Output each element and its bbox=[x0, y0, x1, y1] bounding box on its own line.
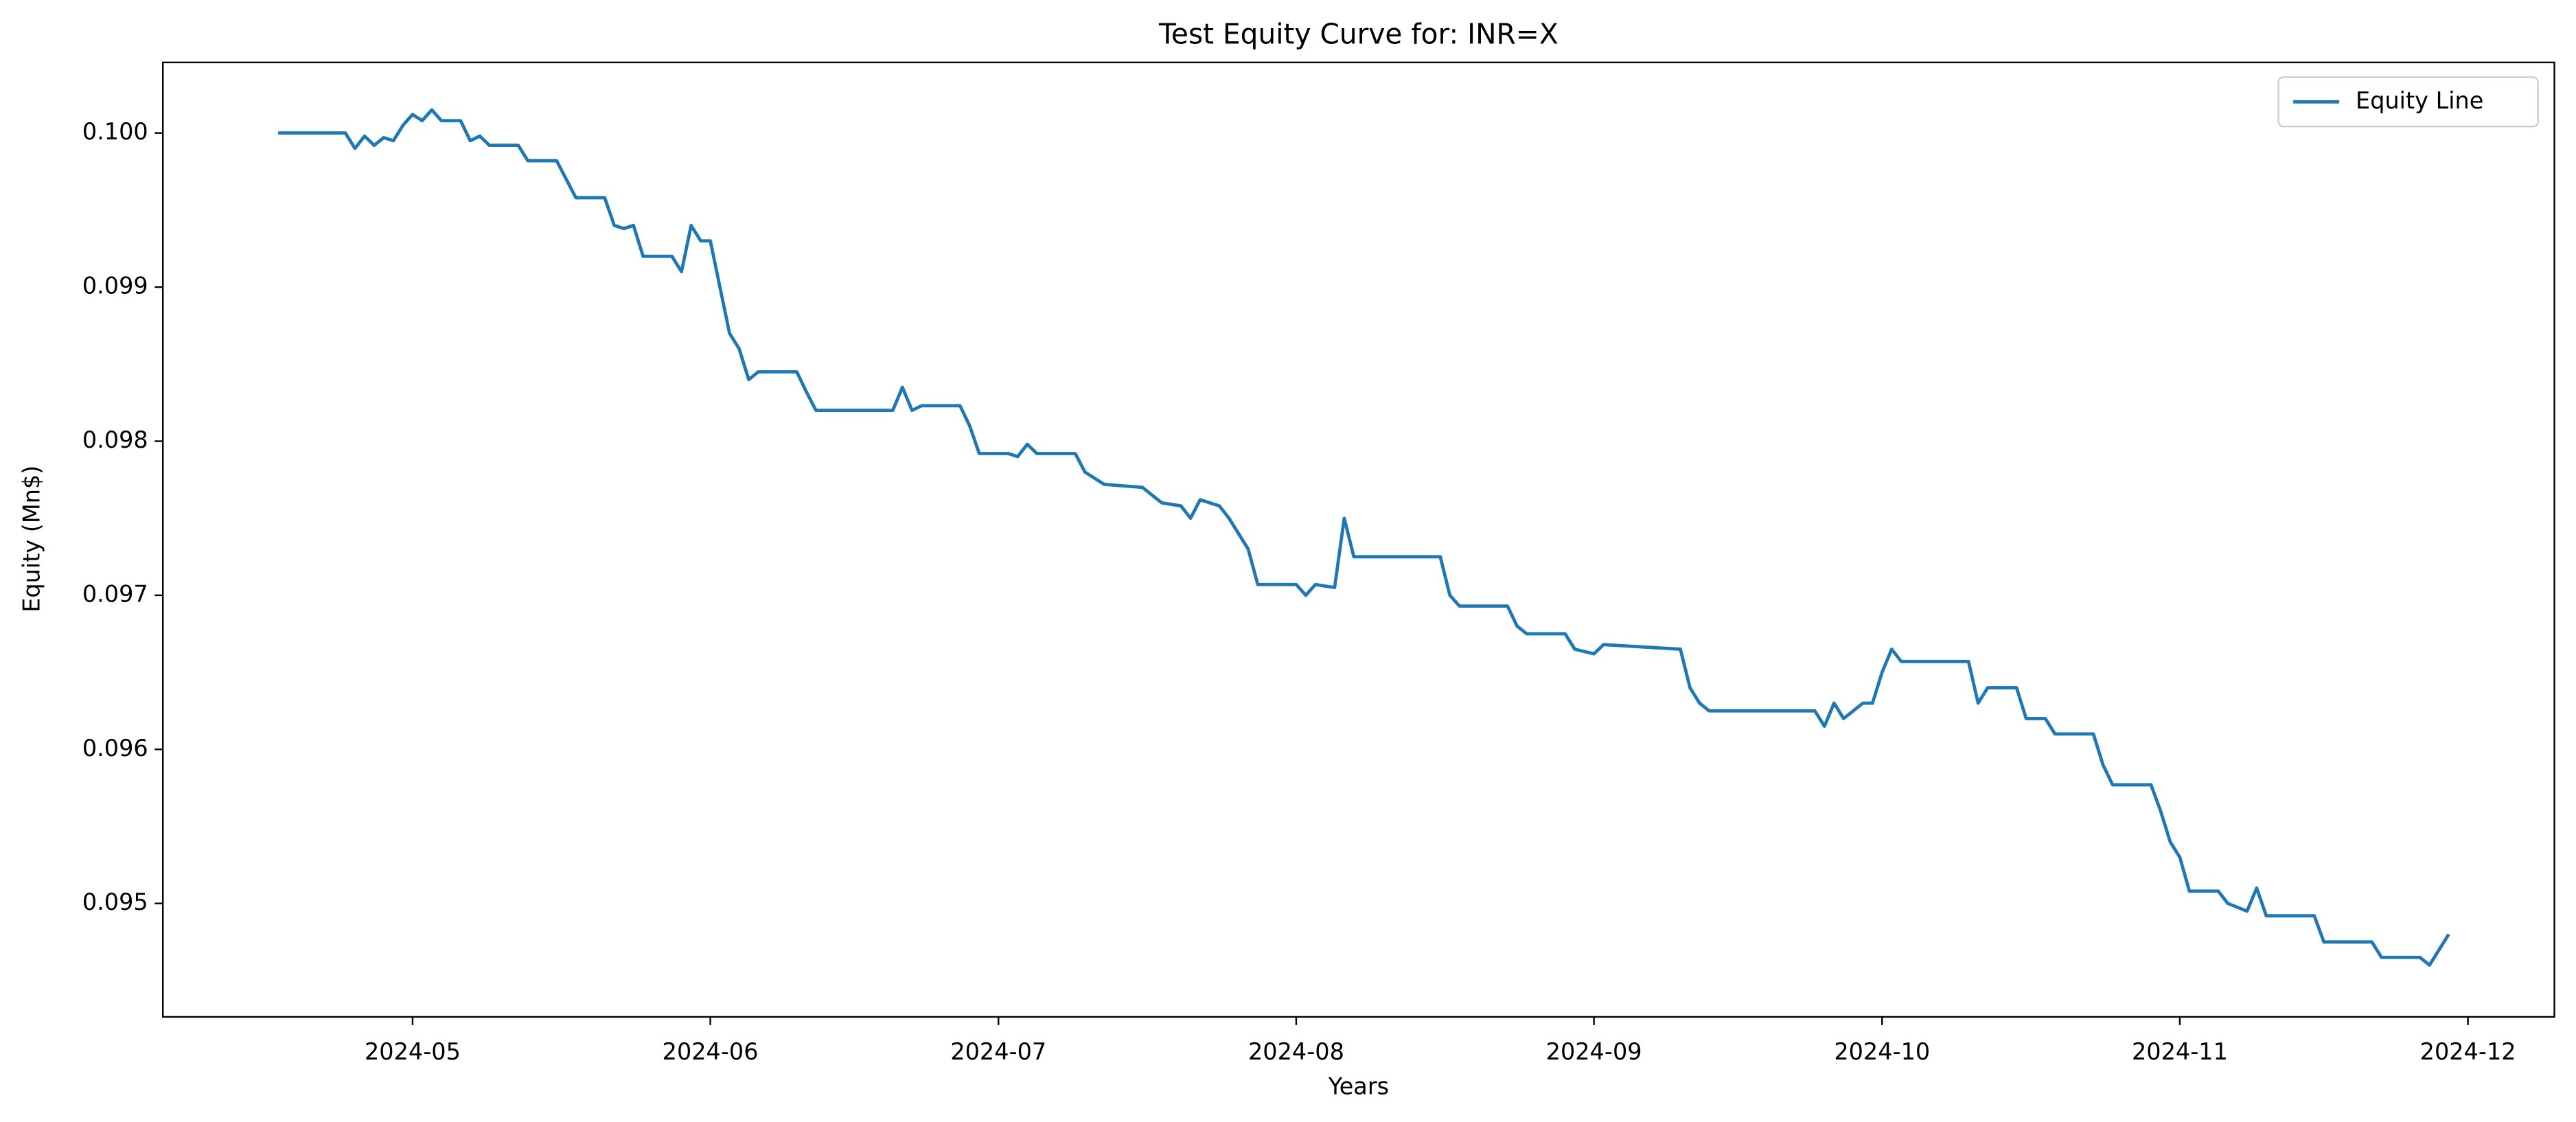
legend: Equity Line bbox=[2277, 76, 2539, 128]
x-tick-label: 2024-07 bbox=[950, 1038, 1046, 1065]
legend-label: Equity Line bbox=[2356, 87, 2483, 114]
x-axis-label: Years bbox=[1328, 1073, 1389, 1099]
y-tick-label: 0.100 bbox=[82, 118, 148, 145]
x-tick-label: 2024-09 bbox=[1546, 1038, 1642, 1065]
y-tick-label: 0.098 bbox=[82, 426, 148, 453]
plot-frame bbox=[162, 61, 2555, 1018]
x-tick-label: 2024-06 bbox=[663, 1038, 759, 1065]
x-tick-label: 2024-12 bbox=[2420, 1038, 2516, 1065]
y-tick-label: 0.096 bbox=[82, 735, 148, 762]
x-tick-label: 2024-10 bbox=[1834, 1038, 1930, 1065]
y-tick-label: 0.097 bbox=[82, 580, 148, 607]
x-tick-label: 2024-11 bbox=[2132, 1038, 2228, 1065]
x-tick-label: 2024-08 bbox=[1248, 1038, 1344, 1065]
chart-title: Test Equity Curve for: INR=X bbox=[1158, 18, 1559, 51]
y-tick-label: 0.099 bbox=[82, 273, 148, 299]
equity-line bbox=[278, 108, 2450, 967]
legend-box bbox=[2277, 76, 2539, 128]
y-tick-label: 0.095 bbox=[82, 889, 148, 915]
y-axis-label: Equity (Mn$) bbox=[19, 466, 45, 612]
x-tick-label: 2024-05 bbox=[365, 1038, 461, 1065]
